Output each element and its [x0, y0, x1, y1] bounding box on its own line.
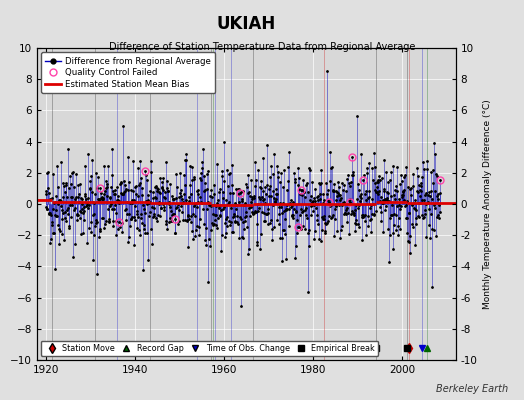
- Text: Difference of Station Temperature Data from Regional Average: Difference of Station Temperature Data f…: [109, 42, 415, 52]
- Text: Berkeley Earth: Berkeley Earth: [436, 384, 508, 394]
- Y-axis label: Monthly Temperature Anomaly Difference (°C): Monthly Temperature Anomaly Difference (…: [483, 99, 492, 309]
- Title: UKIAH: UKIAH: [216, 14, 276, 32]
- Legend: Station Move, Record Gap, Time of Obs. Change, Empirical Break: Station Move, Record Gap, Time of Obs. C…: [41, 340, 378, 356]
